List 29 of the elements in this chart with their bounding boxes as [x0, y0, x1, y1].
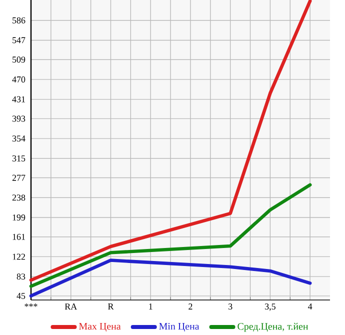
y-tick-label: 238	[12, 194, 26, 201]
line-series	[29, 258, 312, 298]
y-tick-label: 393	[12, 116, 26, 122]
x-tick-label: R	[108, 304, 114, 310]
x-tick-label: ***	[24, 304, 38, 307]
y-tick-label: 586	[12, 17, 26, 24]
x-tick-label: 1	[149, 304, 152, 310]
legend-label: Max Цена	[78, 322, 121, 332]
y-tick-label: 277	[12, 174, 26, 181]
y-tick-label: 315	[12, 155, 26, 162]
line-series	[29, 0, 312, 282]
x-tick-label: RA	[64, 304, 78, 310]
y-tick-label: 45	[16, 292, 26, 299]
x-tick-label: 3	[228, 304, 232, 310]
legend-label: Min Цена	[159, 322, 200, 332]
y-tick-label: 199	[12, 214, 26, 221]
y-tick-label: 161	[12, 234, 25, 240]
x-tick-label: 4	[308, 304, 312, 310]
y-tick-label: 547	[12, 37, 26, 44]
y-tick-label: 354	[12, 136, 26, 142]
y-tick-label: 431	[12, 96, 25, 102]
y-tick-label: 122	[12, 254, 25, 260]
y-tick-label: 470	[12, 76, 26, 82]
y-tick-label: 83	[16, 274, 26, 280]
x-tick-label: 2	[188, 304, 192, 310]
line-series	[29, 183, 312, 288]
y-tick-label: 509	[12, 56, 26, 63]
legend-label: Сред.Цена, т.йен	[238, 322, 308, 332]
x-tick-label: 3,5	[265, 304, 276, 311]
